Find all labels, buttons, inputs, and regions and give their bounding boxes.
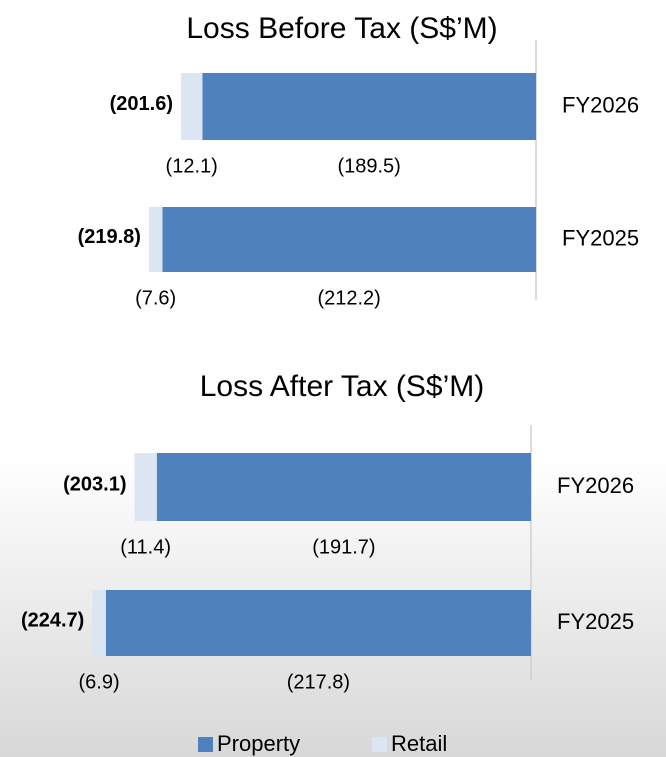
bar-segment xyxy=(135,453,157,521)
value-label: (217.8) xyxy=(287,671,350,693)
total-label: (201.6) xyxy=(110,93,173,115)
legend-label: Retail xyxy=(391,731,447,756)
legend-label: Property xyxy=(217,731,300,756)
chart: Loss Before Tax (S$’M) (189.5) (12.1) (201.… xyxy=(0,0,666,757)
category-label: FY2026 xyxy=(557,473,634,498)
bar-segment xyxy=(149,207,162,272)
value-label: (191.7) xyxy=(312,536,375,558)
bar-segment xyxy=(92,590,105,656)
value-label: (7.6) xyxy=(135,287,176,309)
bar-segment xyxy=(157,453,531,521)
value-label: (212.2) xyxy=(317,287,380,309)
category-label: FY2025 xyxy=(562,225,639,250)
bar-segment xyxy=(106,590,531,656)
value-label: (189.5) xyxy=(337,155,400,177)
chart-title: Loss Before Tax (S$’M) xyxy=(186,12,497,45)
category-label: FY2026 xyxy=(562,92,639,117)
value-label: (11.4) xyxy=(120,536,171,558)
bar-segment xyxy=(181,73,202,140)
legend-swatch xyxy=(198,737,213,752)
total-label: (224.7) xyxy=(21,609,84,631)
bar-segment xyxy=(202,73,536,140)
total-label: (219.8) xyxy=(78,226,141,248)
value-label: (12.1) xyxy=(166,155,218,177)
chart-title: Loss After Tax (S$’M) xyxy=(200,370,485,403)
legend-swatch xyxy=(372,737,387,752)
total-label: (203.1) xyxy=(63,473,126,495)
value-label: (6.9) xyxy=(79,671,120,693)
category-label: FY2025 xyxy=(557,609,634,634)
bar-segment xyxy=(162,207,536,272)
